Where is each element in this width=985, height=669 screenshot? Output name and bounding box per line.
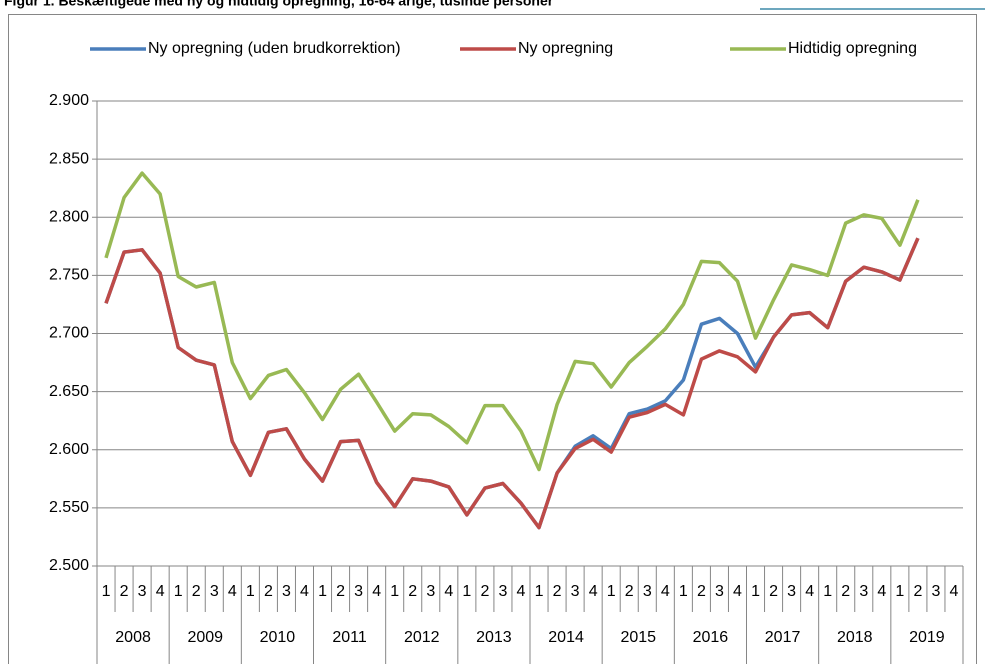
x-tick-label: 2 — [553, 583, 562, 600]
x-tick-label: 4 — [517, 583, 526, 600]
x-tick-label: 3 — [715, 583, 724, 600]
x-group-label: 2014 — [548, 629, 584, 646]
series-line — [104, 171, 920, 472]
y-tick-label: 2.750 — [49, 267, 89, 284]
y-tick-label: 2.600 — [49, 441, 89, 458]
x-tick-label: 4 — [228, 583, 237, 600]
x-tick-label: 1 — [895, 583, 904, 600]
series-line — [104, 237, 920, 530]
x-tick-label: 2 — [697, 583, 706, 600]
y-tick-label: 2.800 — [49, 208, 89, 225]
x-tick-label: 1 — [390, 583, 399, 600]
x-tick-label: 3 — [498, 583, 507, 600]
x-tick-label: 1 — [174, 583, 183, 600]
x-tick-label: 1 — [246, 583, 255, 600]
x-tick-label: 3 — [210, 583, 219, 600]
x-group-label: 2017 — [765, 629, 801, 646]
x-tick-label: 2 — [120, 583, 129, 600]
x-tick-label: 3 — [643, 583, 652, 600]
x-tick-label: 4 — [372, 583, 381, 600]
x-tick-label: 2 — [336, 583, 345, 600]
x-tick-label: 4 — [589, 583, 598, 600]
x-tick-label: 3 — [354, 583, 363, 600]
legend-label: Ny opregning (uden brudkorrektion) — [148, 40, 401, 57]
series-line — [104, 237, 920, 530]
x-group-label: 2009 — [187, 629, 223, 646]
x-group-label: 2013 — [476, 629, 512, 646]
x-tick-label: 4 — [444, 583, 453, 600]
chart-border — [8, 14, 977, 669]
legend-label: Ny opregning — [518, 40, 613, 57]
x-tick-label: 2 — [264, 583, 273, 600]
x-group-label: 2008 — [115, 629, 151, 646]
x-tick-label: 2 — [841, 583, 850, 600]
x-tick-label: 2 — [480, 583, 489, 600]
x-tick-label: 3 — [787, 583, 796, 600]
chart-title: Figur 1. Beskæftigede med ny og hidtidig… — [4, 0, 554, 9]
x-tick-label: 1 — [535, 583, 544, 600]
x-tick-label: 4 — [733, 583, 742, 600]
x-tick-label: 1 — [102, 583, 111, 600]
x-tick-label: 4 — [805, 583, 814, 600]
x-tick-label: 4 — [300, 583, 309, 600]
x-tick-label: 1 — [462, 583, 471, 600]
x-tick-label: 3 — [138, 583, 147, 600]
x-tick-label: 1 — [607, 583, 616, 600]
x-group-label: 2016 — [693, 629, 729, 646]
x-group-label: 2011 — [332, 629, 367, 646]
x-tick-label: 4 — [877, 583, 886, 600]
y-tick-label: 2.550 — [49, 499, 89, 516]
y-tick-label: 2.900 — [49, 92, 89, 109]
y-tick-label: 2.500 — [49, 557, 89, 574]
y-tick-label: 2.650 — [49, 383, 89, 400]
x-tick-label: 2 — [625, 583, 634, 600]
x-group-label: 2010 — [260, 629, 296, 646]
x-tick-label: 1 — [679, 583, 688, 600]
x-tick-label: 2 — [408, 583, 417, 600]
x-tick-label: 3 — [931, 583, 940, 600]
x-group-label: 2015 — [620, 629, 656, 646]
x-tick-label: 2 — [913, 583, 922, 600]
x-tick-label: 2 — [192, 583, 201, 600]
y-tick-label: 2.700 — [49, 325, 89, 342]
x-tick-label: 4 — [156, 583, 165, 600]
x-tick-label: 1 — [823, 583, 832, 600]
x-tick-label: 3 — [571, 583, 580, 600]
legend-label: Hidtidig opregning — [788, 40, 917, 57]
x-group-label: 2012 — [404, 629, 440, 646]
x-tick-label: 1 — [751, 583, 760, 600]
x-tick-label: 4 — [661, 583, 670, 600]
x-tick-label: 1 — [318, 583, 327, 600]
x-tick-label: 2 — [769, 583, 778, 600]
x-tick-label: 3 — [282, 583, 291, 600]
x-group-label: 2019 — [909, 629, 945, 646]
x-group-label: 2018 — [837, 629, 873, 646]
x-tick-label: 4 — [950, 583, 959, 600]
x-tick-label: 3 — [859, 583, 868, 600]
x-tick-label: 3 — [426, 583, 435, 600]
y-tick-label: 2.850 — [49, 150, 89, 167]
